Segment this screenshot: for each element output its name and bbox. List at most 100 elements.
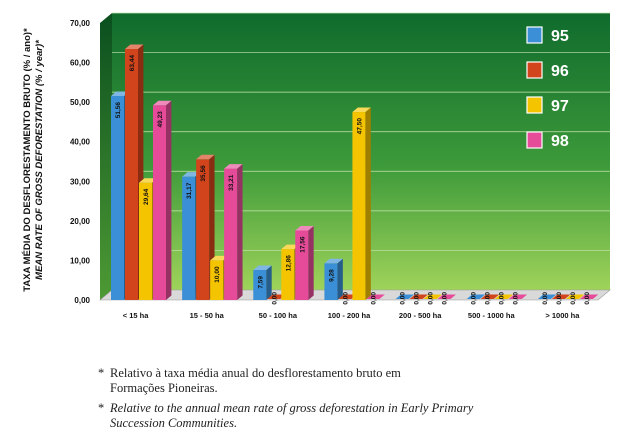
- bar-front: [182, 176, 196, 300]
- data-label: 0,00: [556, 292, 563, 305]
- bar-top: [224, 164, 243, 169]
- bar-top: [196, 154, 215, 160]
- bar-95: [537, 294, 557, 299]
- data-label: 10,00: [214, 266, 221, 283]
- bar-top: [125, 44, 144, 49]
- bar-front: [210, 260, 224, 300]
- data-label: 35,56: [200, 165, 207, 182]
- bar-flat: [437, 294, 456, 299]
- y-tick-label: 0,00: [74, 296, 90, 305]
- bar-top: [253, 265, 272, 270]
- bar-95: [253, 265, 272, 300]
- bar-96: [551, 294, 571, 299]
- bar-flat: [338, 294, 357, 299]
- data-label: 0,00: [570, 292, 577, 305]
- footnote-en-line1: Relative to the annual mean rate of gros…: [110, 401, 474, 415]
- data-label: 17,56: [299, 236, 306, 253]
- data-label: 47,50: [356, 118, 363, 135]
- bar-96: [480, 294, 500, 299]
- legend-label-95: 95: [551, 28, 569, 45]
- bar-top: [182, 172, 201, 177]
- y-tick-label: 50,00: [70, 98, 91, 107]
- data-label: 0,00: [271, 292, 278, 305]
- bar-flat: [551, 294, 571, 299]
- legend-swatch-95: [526, 26, 543, 44]
- bar-side: [337, 258, 343, 300]
- y-tick-label: 20,00: [70, 217, 91, 226]
- bar-flat: [267, 294, 286, 299]
- x-tick-label: 200 - 500 ha: [399, 311, 442, 320]
- bar-96: [338, 294, 357, 299]
- bar-front: [224, 168, 238, 300]
- bar-side: [365, 107, 371, 301]
- data-label: 0,00: [400, 292, 407, 305]
- bar-top: [139, 178, 158, 183]
- bar-top: [210, 255, 229, 261]
- x-tick-label: 50 - 100 ha: [259, 311, 298, 320]
- bar-front: [295, 230, 309, 300]
- data-label: 33,21: [228, 174, 235, 191]
- bar-top: [153, 100, 172, 106]
- footnote-pt: * Relativo à taxa média anual do desflor…: [98, 366, 401, 396]
- bar-top: [295, 226, 314, 231]
- bar-98: [437, 294, 456, 299]
- bar-flat: [579, 294, 599, 299]
- bar-flat: [508, 294, 528, 299]
- footnote-pt-line1: Relativo à taxa média anual do desflores…: [110, 366, 401, 380]
- bar-side: [266, 265, 272, 300]
- x-tick-label: 500 - 1000 ha: [468, 311, 516, 320]
- data-label: 0,00: [370, 292, 377, 305]
- bar-side: [166, 100, 172, 301]
- data-label: 29,64: [143, 188, 150, 205]
- data-label: 63,44: [129, 55, 136, 72]
- data-label: 0,00: [542, 292, 549, 305]
- bar-flat: [409, 294, 428, 299]
- footnote-en: * Relative to the annual mean rate of gr…: [98, 401, 473, 431]
- footnote-asterisk: *: [98, 401, 105, 415]
- bar-98: [153, 100, 172, 301]
- bar-top: [352, 107, 371, 113]
- chart-left-wall: [100, 13, 112, 300]
- y-tick-label: 40,00: [70, 138, 91, 147]
- bar-flat: [537, 294, 557, 299]
- legend-swatch-97: [526, 96, 543, 114]
- data-label: 49,23: [157, 111, 164, 128]
- bar-flat: [466, 294, 486, 299]
- bar-front: [139, 182, 152, 300]
- legend-swatch-98: [526, 131, 543, 149]
- data-label: 0,00: [471, 292, 478, 305]
- bar-98: [508, 294, 528, 299]
- y-axis-label-en: MEAN RATE OF GROSS DEFORESTATION (% / ye…: [34, 39, 45, 280]
- bar-top: [324, 258, 343, 264]
- bar-top: [111, 91, 130, 96]
- y-tick-label: 70,00: [70, 19, 91, 28]
- data-label: 51,56: [115, 102, 122, 119]
- y-axis-label: TAXA MÉDIA DO DESFLORESTAMENTO BRUTO (% …: [22, 28, 33, 292]
- bar-98: [579, 294, 599, 299]
- x-tick-label: < 15 ha: [123, 311, 149, 320]
- footnote-pt-line2: Formações Pioneiras.: [110, 381, 218, 395]
- bar-flat: [494, 294, 514, 299]
- footnote-asterisk: *: [98, 366, 105, 380]
- data-label: 0,00: [499, 292, 506, 305]
- data-label: 0,00: [342, 292, 349, 305]
- bar-front: [253, 269, 267, 300]
- bar-top: [281, 244, 300, 250]
- bar-front: [352, 112, 366, 301]
- bar-front: [324, 263, 338, 300]
- bar-98: [366, 294, 385, 299]
- data-label: 0,00: [442, 292, 449, 305]
- data-label: 0,00: [428, 292, 435, 305]
- y-tick-label: 10,00: [70, 256, 91, 265]
- bar-front: [196, 159, 210, 300]
- x-tick-label: 100 - 200 ha: [328, 311, 371, 320]
- bar-front: [125, 48, 138, 300]
- bar-96: [409, 294, 428, 299]
- bar-98: [295, 226, 314, 300]
- data-label: 7,59: [257, 276, 264, 289]
- bar-98: [224, 164, 243, 300]
- legend-label-98: 98: [551, 133, 569, 150]
- y-tick-label: 30,00: [70, 177, 91, 186]
- data-label: 12,86: [285, 255, 292, 272]
- footnote-en-line2: Succession Communities.: [110, 416, 238, 430]
